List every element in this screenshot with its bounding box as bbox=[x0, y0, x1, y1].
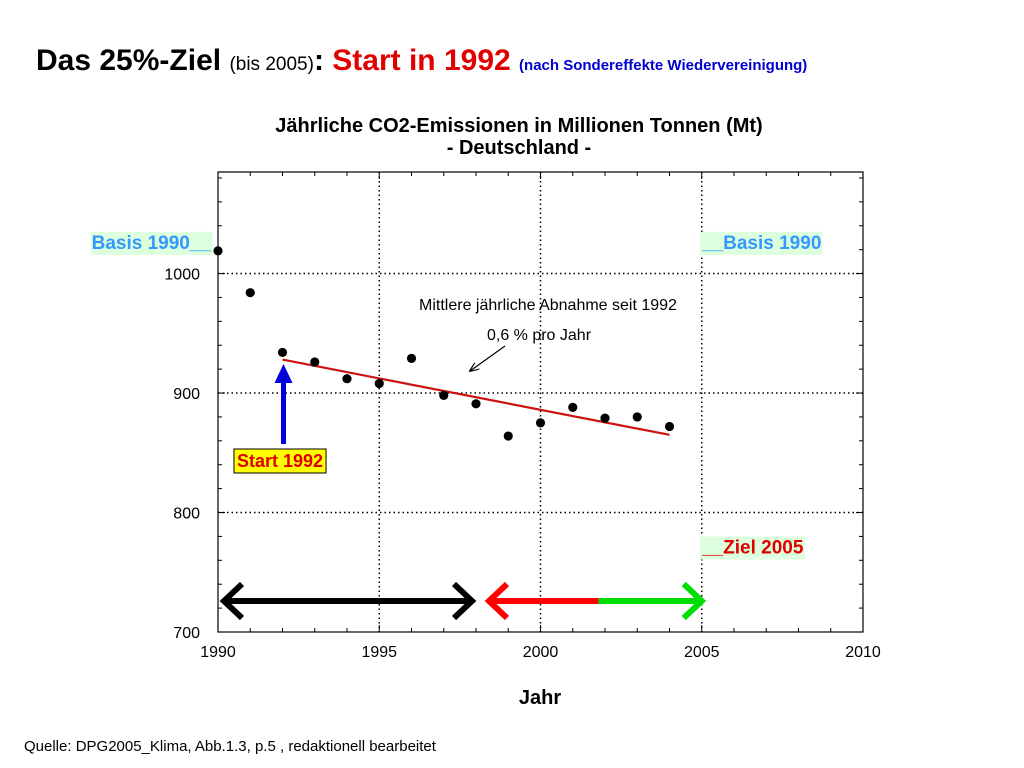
basis-1990-left-label-bg bbox=[90, 231, 213, 255]
start-1992-label: Start 1992 bbox=[237, 451, 323, 471]
data-point bbox=[245, 288, 255, 298]
annotation-title: Mittlere jährliche Abnahme seit 1992 bbox=[419, 297, 677, 314]
data-point bbox=[568, 402, 578, 412]
slide-title-start: Start in 1992 bbox=[332, 44, 511, 77]
data-point bbox=[277, 347, 288, 358]
data-point bbox=[503, 431, 513, 441]
x-tick-label: 1995 bbox=[361, 644, 397, 661]
basis-1990-right-label-bg bbox=[700, 231, 823, 255]
slide-title-main: Das 25%-Ziel bbox=[36, 44, 222, 77]
timeline-black-head-right bbox=[451, 581, 477, 621]
trend-line bbox=[282, 358, 670, 436]
data-point bbox=[374, 378, 384, 389]
ziel-2005-label: __Ziel 2005 bbox=[701, 538, 804, 559]
y-tick-label: 700 bbox=[173, 625, 200, 642]
chart-subtitle: - Deutschland - bbox=[447, 137, 591, 159]
timeline-red-head bbox=[484, 581, 510, 621]
x-axis-label: Jahr bbox=[519, 687, 561, 709]
slide-title-paren: (bis 2005) bbox=[229, 54, 314, 75]
data-point bbox=[213, 246, 223, 256]
timeline-green-head bbox=[681, 581, 707, 621]
y-tick-label: 800 bbox=[173, 506, 200, 523]
chart-title: Jährliche CO2-Emissionen in Millionen To… bbox=[275, 115, 762, 137]
data-point bbox=[406, 353, 417, 363]
data-point bbox=[600, 413, 610, 423]
y-tick-label: 900 bbox=[173, 386, 200, 403]
data-point bbox=[310, 357, 320, 367]
y-tick-label: 1000 bbox=[164, 267, 200, 284]
data-point bbox=[342, 374, 352, 384]
x-tick-label: 1990 bbox=[200, 644, 236, 661]
data-point bbox=[439, 390, 449, 401]
x-tick-label: 2005 bbox=[684, 644, 720, 661]
annotation-rate: 0,6 % pro Jahr bbox=[487, 327, 592, 344]
data-point bbox=[632, 412, 642, 422]
data-point bbox=[535, 418, 546, 428]
timeline-black-head-left bbox=[219, 581, 245, 621]
data-point bbox=[471, 399, 481, 409]
source-note: Quelle: DPG2005_Klima, Abb.1.3, p.5 , re… bbox=[24, 738, 436, 755]
ziel-2005-label-bg bbox=[700, 536, 805, 560]
basis-1990-right-label: __Basis 1990 bbox=[701, 233, 821, 254]
basis-1990-left-label: Basis 1990__ bbox=[92, 233, 212, 254]
annotation-pointer bbox=[470, 345, 506, 371]
start-1992-box bbox=[233, 448, 327, 474]
plot-area: 1990 1995 2000 2005 2010 700 800 900 1000 Mittler… bbox=[90, 171, 881, 661]
slide-title: Das 25%-Ziel (bis 2005): Start in 1992 (… bbox=[36, 44, 807, 78]
slide-title-colon: : bbox=[313, 44, 324, 77]
start-arrow-head bbox=[274, 364, 293, 383]
slide-title-note: (nach Sondereffekte Wiedervereinigung) bbox=[519, 57, 808, 74]
x-tick-label: 2010 bbox=[845, 644, 881, 661]
data-point bbox=[664, 421, 675, 432]
x-tick-label: 2000 bbox=[523, 644, 559, 661]
